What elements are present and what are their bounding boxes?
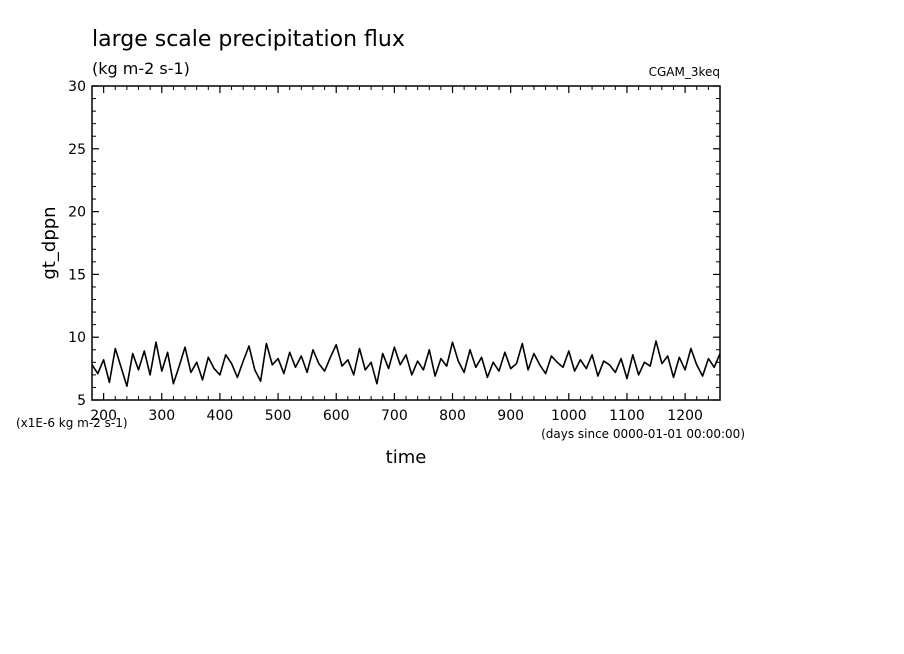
x-tick-label: 300 [148,408,175,424]
x-tick-label: 1000 [551,408,587,424]
x-tick-label: 200 [90,408,117,424]
x-axis: 200 300 400 500 600 700 800 900 1000 1100 1200 [90,86,721,424]
x-tick-label: 600 [323,408,350,424]
plot-frame [91,85,721,401]
x-tick-label: 400 [207,408,234,424]
x-tick-label: 700 [381,408,408,424]
x-tick-label: 1200 [667,408,703,424]
chart-units: (kg m-2 s-1) [92,59,190,78]
x-tick-label: 500 [265,408,292,424]
y-tick-label: 15 [68,267,86,283]
x-tick-label: 1100 [609,408,645,424]
x-axis-title: time [386,447,427,468]
x-tick-label: 800 [439,408,466,424]
time-units-note: (days since 0000-01-01 00:00:00) [541,427,745,441]
x-tick-label: 900 [497,408,524,424]
series-line [91,340,721,388]
y-tick-label: 10 [68,330,86,346]
y-tick-label: 20 [68,205,86,221]
y-tick-label: 30 [68,79,86,95]
y-axis-title: gt_dppn [39,206,60,279]
y-tick-label: 25 [68,142,86,158]
y-tick-label: 5 [77,393,86,409]
dataset-label: CGAM_3keq [649,65,720,79]
chart-title: large scale precipitation flux [92,27,405,52]
y-scale-note: (x1E-6 kg m-2 s-1) [16,416,128,430]
